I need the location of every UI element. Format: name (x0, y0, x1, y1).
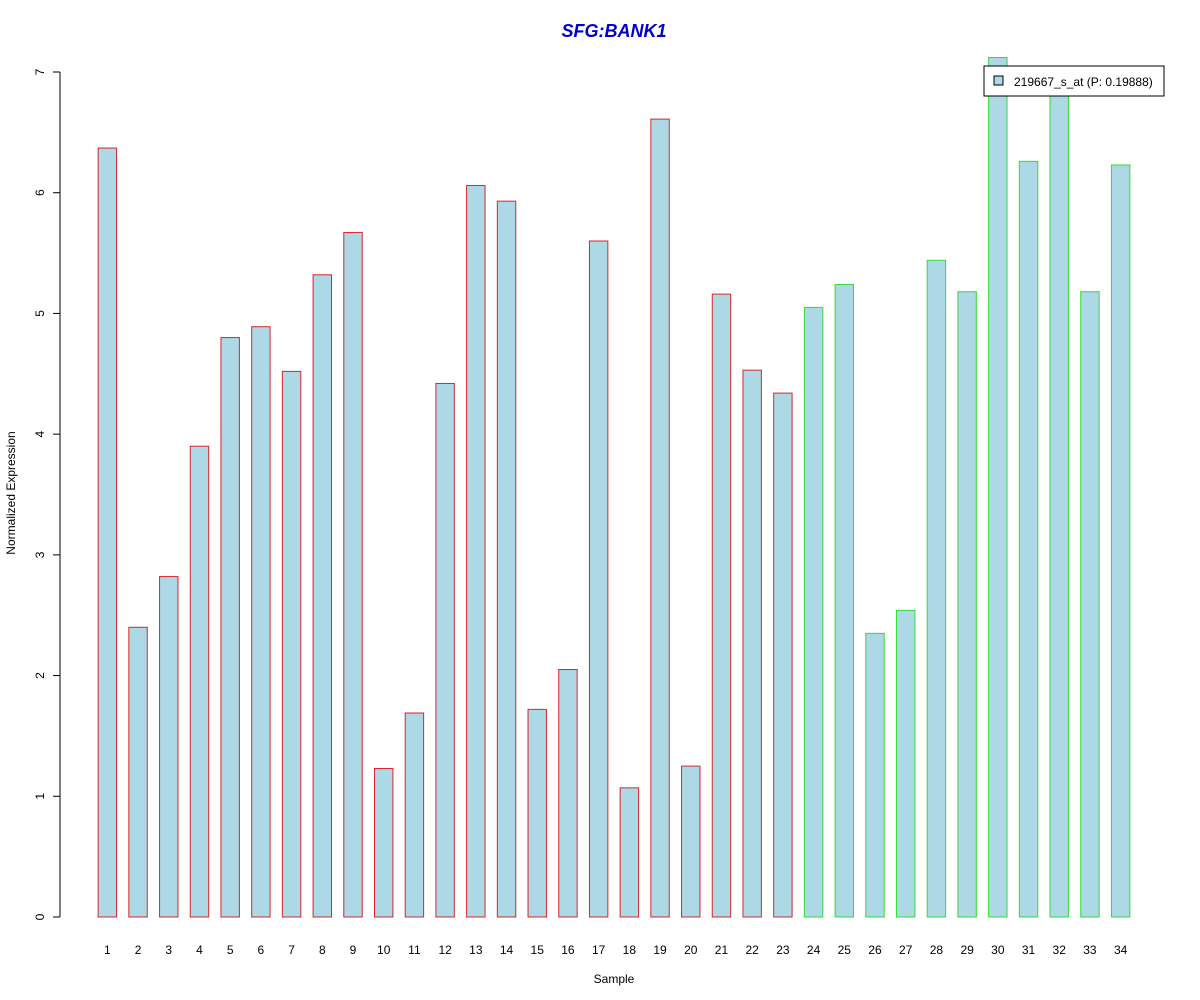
x-tick-label: 16 (561, 943, 575, 957)
x-tick-label: 14 (500, 943, 514, 957)
y-tick-label: 6 (33, 189, 47, 196)
x-tick-label: 33 (1083, 943, 1097, 957)
x-tick-label: 6 (258, 943, 265, 957)
x-tick-label: 9 (350, 943, 357, 957)
x-tick-label: 8 (319, 943, 326, 957)
x-tick-label: 20 (684, 943, 698, 957)
x-tick-label: 26 (868, 943, 882, 957)
bar-sample-7 (281, 370, 302, 918)
legend-box (983, 65, 1165, 97)
x-tick-label: 22 (745, 943, 759, 957)
bar-sample-26 (865, 632, 885, 918)
x-tick-label: 27 (899, 943, 913, 957)
bar-sample-21 (711, 293, 732, 918)
legend-label: 219667_s_at (P: 0.19888) (1014, 75, 1153, 89)
y-tick-label: 7 (33, 68, 47, 75)
x-tick-label: 2 (135, 943, 142, 957)
x-tick-label: 4 (196, 943, 203, 957)
x-tick-label: 7 (288, 943, 295, 957)
bar-sample-17 (588, 240, 609, 918)
x-tick-label: 1 (104, 943, 111, 957)
bar-sample-12 (435, 382, 455, 918)
bar-sample-16 (558, 669, 578, 918)
chart-title: SFG:BANK1 (561, 21, 666, 41)
x-tick-label: 13 (469, 943, 483, 957)
bar-sample-27 (895, 609, 916, 918)
y-axis-title: Normalized Expression (4, 431, 18, 554)
x-tick-label: 29 (960, 943, 974, 957)
bar-sample-20 (681, 765, 701, 918)
legend-swatch (993, 75, 1004, 86)
x-tick-label: 24 (807, 943, 821, 957)
x-tick-label: 3 (165, 943, 172, 957)
legend: 219667_s_at (P: 0.19888) (983, 65, 1165, 97)
y-tick-label: 0 (33, 913, 47, 920)
y-tick-label: 4 (33, 430, 47, 437)
bar-sample-13 (466, 184, 486, 918)
bar-sample-15 (527, 708, 547, 918)
bar-sample-4 (189, 445, 210, 918)
x-tick-label: 28 (930, 943, 944, 957)
y-tick-label: 2 (33, 672, 47, 679)
x-axis: 1 2 3 4 5 6 7 8 9 10 11 12 13 14 15 16 17 18 19 20 21 22 23 24 2… (104, 943, 1128, 957)
bar-sample-32 (1049, 79, 1069, 918)
x-tick-label: 17 (592, 943, 606, 957)
x-tick-label: 12 (438, 943, 452, 957)
bars (97, 57, 1131, 918)
bar-sample-31 (1018, 160, 1039, 918)
bar-sample-6 (251, 326, 271, 918)
x-tick-label: 10 (377, 943, 391, 957)
bar-sample-14 (496, 200, 517, 918)
bar-sample-5 (220, 337, 240, 918)
bar-sample-2 (128, 626, 148, 918)
x-tick-label: 32 (1053, 943, 1067, 957)
y-axis: 0 1 2 3 4 5 6 7 (33, 68, 61, 920)
bar-sample-1 (97, 147, 118, 918)
bar-sample-9 (343, 232, 363, 918)
bar-sample-18 (619, 787, 640, 918)
bar-sample-22 (742, 369, 762, 918)
bar-sample-11 (404, 712, 425, 918)
x-tick-label: 31 (1022, 943, 1036, 957)
bar-sample-25 (834, 283, 855, 918)
bar-sample-34 (1110, 164, 1131, 918)
bar-sample-23 (773, 392, 793, 918)
bar-sample-3 (159, 576, 179, 918)
bar-sample-30 (988, 57, 1008, 918)
x-tick-label: 25 (838, 943, 852, 957)
y-tick-label: 1 (33, 793, 47, 800)
y-tick-label: 3 (33, 551, 47, 558)
x-axis-title: Sample (594, 972, 635, 986)
x-tick-label: 18 (623, 943, 637, 957)
y-tick-label: 5 (33, 310, 47, 317)
x-tick-label: 21 (715, 943, 729, 957)
bar-sample-8 (312, 274, 333, 918)
bar-sample-29 (957, 291, 977, 918)
bar-sample-19 (650, 118, 670, 918)
bar-sample-24 (803, 306, 824, 918)
x-tick-label: 34 (1114, 943, 1128, 957)
x-tick-label: 15 (531, 943, 545, 957)
x-tick-label: 23 (776, 943, 790, 957)
x-tick-label: 30 (991, 943, 1005, 957)
x-tick-label: 19 (653, 943, 667, 957)
x-tick-label: 5 (227, 943, 234, 957)
bar-sample-28 (926, 259, 947, 918)
x-tick-label: 11 (408, 943, 421, 957)
bar-sample-33 (1080, 291, 1100, 918)
bar-sample-10 (373, 768, 394, 918)
